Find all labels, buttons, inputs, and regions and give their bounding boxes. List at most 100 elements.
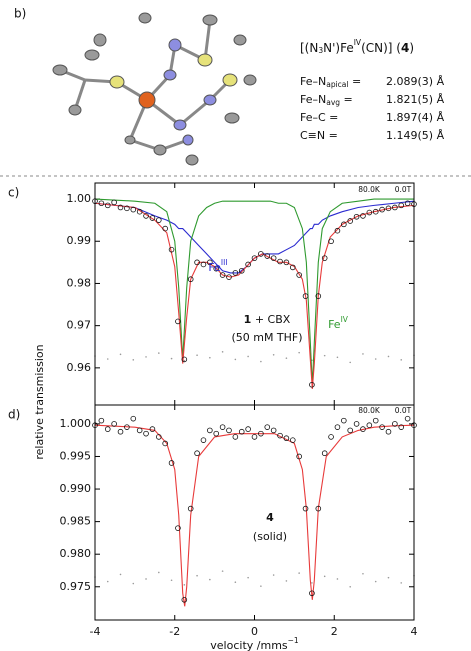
x-tick-label: 0	[251, 625, 258, 638]
data-point	[117, 428, 124, 435]
residual-point	[374, 580, 377, 583]
data-point	[309, 590, 315, 597]
sample-compound: 1	[244, 313, 252, 326]
data-point	[219, 272, 226, 278]
sample-label: 1 + CBX	[244, 313, 291, 326]
data-point	[245, 261, 251, 268]
data-point	[347, 218, 354, 224]
y-tick-label: 0.985	[60, 515, 92, 528]
residual-point	[362, 572, 364, 575]
data-point	[219, 424, 226, 430]
formula-sub: 3	[318, 46, 323, 55]
bond-atoms: C≡N =	[300, 129, 338, 142]
residual-point	[362, 353, 364, 355]
x-tick-label: -2	[169, 625, 180, 638]
data-point	[328, 434, 334, 440]
formula-part: (CN)] (	[361, 41, 401, 55]
panel: d) 1.000 0.995 0.990 0.985 0.980 0.975 -4 -2 0 2 4 v…	[8, 404, 418, 651]
data-point	[404, 415, 411, 422]
residual-point	[132, 582, 135, 585]
bond-label: Fe–Navg =	[300, 93, 353, 107]
residual-point	[234, 358, 237, 361]
bond-eq: =	[340, 93, 353, 106]
bond-sub: apical	[326, 80, 348, 89]
component-label-sup: IV	[341, 315, 349, 324]
data-point	[181, 356, 188, 363]
temperature: 80.0K	[358, 185, 381, 194]
field: 0.0T	[395, 185, 412, 194]
data-point	[398, 202, 405, 209]
data-point	[213, 430, 220, 437]
data-point	[392, 204, 398, 211]
data-point	[270, 255, 277, 261]
residual-point	[323, 354, 326, 357]
x-axis-label-sup: −1	[288, 636, 299, 645]
data-point	[232, 270, 239, 276]
y-tick-label: 0.98	[67, 276, 92, 289]
data-point	[341, 221, 347, 228]
data-point	[302, 293, 309, 299]
data-point	[124, 205, 130, 212]
residual-point	[196, 574, 198, 577]
residual-point	[336, 356, 339, 359]
data-point	[149, 215, 156, 221]
data-point	[334, 227, 341, 234]
data-point	[232, 434, 239, 440]
data-point	[302, 505, 309, 512]
data-point	[366, 422, 373, 428]
data-point	[341, 417, 347, 424]
sample-label: (solid)	[253, 530, 287, 543]
residual-point	[145, 578, 147, 580]
sample-compound: 4	[266, 511, 274, 524]
bond-label: C≡N =	[300, 129, 338, 142]
residual-point	[387, 576, 390, 579]
data-point	[372, 208, 379, 215]
bond-sub: avg	[326, 98, 340, 107]
component-label-text: Fe	[208, 261, 221, 274]
residual-point	[349, 585, 352, 588]
data-point	[353, 213, 360, 220]
residual-point	[374, 358, 377, 360]
plot-frame	[94, 182, 415, 406]
residual-point	[298, 572, 300, 574]
sample-text: (solid)	[253, 530, 287, 543]
data-point	[258, 430, 264, 437]
residual-point	[336, 578, 339, 580]
data-point	[98, 417, 105, 424]
bond-atoms: Fe–C =	[300, 111, 338, 124]
data-point	[392, 421, 398, 427]
data-point	[334, 424, 341, 430]
residual-point	[260, 585, 262, 587]
field: 0.0T	[395, 406, 412, 415]
y-tick-label: 1.00	[67, 192, 92, 205]
data-point	[130, 206, 137, 213]
formula-part: )	[409, 41, 414, 55]
y-axis-label: relative transmission	[33, 344, 46, 459]
data-point	[168, 246, 175, 253]
data-point	[187, 505, 194, 512]
bond-table: Fe–Napical = 2.089(3) ÅFe–Navg = 1.821(5) …	[300, 75, 445, 142]
data-point	[149, 426, 156, 432]
sample-text: (50 mM THF)	[231, 331, 302, 344]
data-point	[175, 525, 181, 531]
data-point	[321, 450, 328, 457]
sample-label: (50 mM THF)	[231, 331, 302, 344]
panel-label: d)	[8, 408, 20, 422]
residual-point	[106, 580, 109, 583]
data-point	[283, 435, 290, 442]
sample-label: 4	[266, 511, 274, 524]
residual-point	[400, 582, 403, 584]
residual-point	[119, 573, 122, 576]
data-point	[379, 424, 385, 430]
data-point	[111, 421, 117, 427]
residual-point	[209, 578, 211, 581]
data-point	[175, 318, 181, 325]
y-tick-label: 0.99	[67, 234, 92, 247]
panel-label: b)	[14, 7, 26, 21]
data-point	[117, 204, 124, 211]
residual-point	[387, 355, 390, 358]
plot-frame	[94, 404, 415, 621]
data-point	[194, 259, 200, 266]
y-tick-label: 1.000	[60, 417, 92, 430]
data-point	[238, 267, 245, 274]
